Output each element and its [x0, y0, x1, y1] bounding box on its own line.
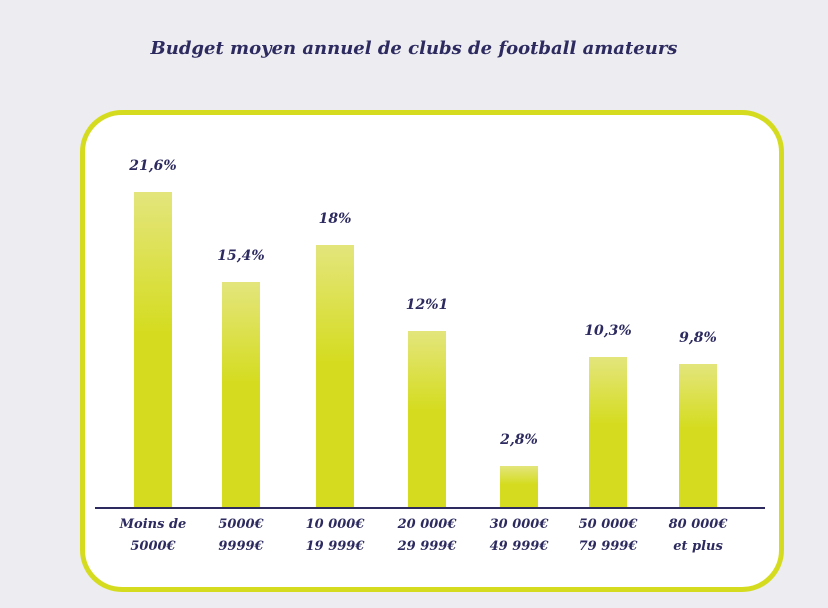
x-tick-label: 50 000€ 79 999€ [578, 517, 638, 554]
value-label: 9,8% [679, 330, 717, 347]
bar [408, 330, 446, 507]
x-tick-label: 20 000€ 29 999€ [397, 517, 457, 554]
x-tick-label: 30 000€ 49 999€ [489, 517, 549, 554]
value-label: 10,3% [584, 322, 632, 339]
value-label: 2,8% [500, 432, 538, 449]
chart-title: Budget moyen annuel de clubs de football… [150, 38, 678, 59]
bar [316, 244, 354, 507]
x-tick-label: Moins de 5000€ [119, 517, 187, 554]
bar [500, 466, 538, 507]
bar [222, 282, 260, 507]
bar [134, 192, 172, 507]
x-tick-label: 10 000€ 19 999€ [305, 517, 365, 554]
value-label: 18% [318, 210, 352, 227]
bar [679, 364, 717, 507]
x-tick-label: 5000€ 9999€ [218, 517, 264, 554]
bar [589, 356, 627, 507]
x-tick-label: 80 000€ et plus [668, 517, 728, 554]
value-label: 15,4% [217, 248, 265, 265]
value-label: 12%1 [405, 296, 449, 313]
value-label: 21,6% [129, 158, 177, 174]
baseline [95, 507, 765, 509]
